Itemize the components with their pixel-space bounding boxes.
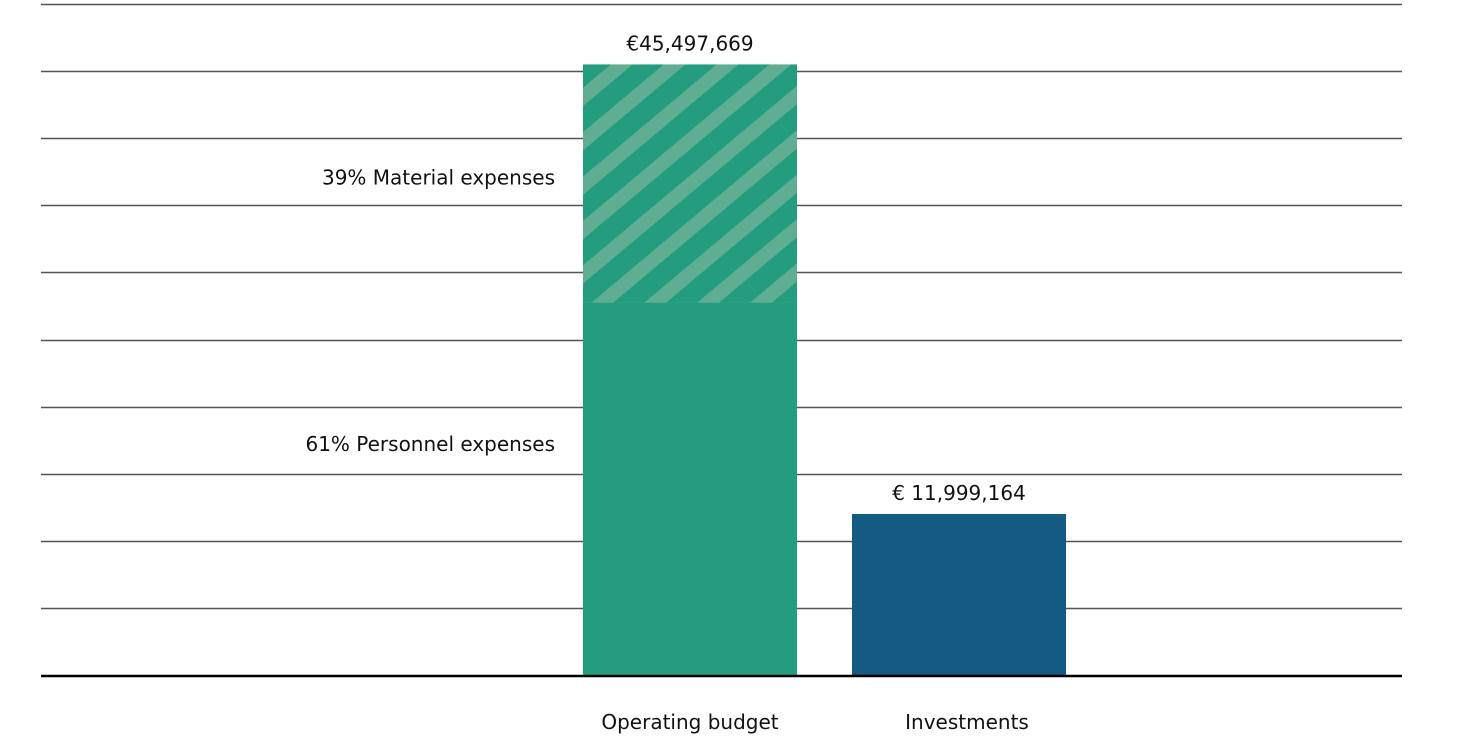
x-tick-label-operating-budget: Operating budget bbox=[601, 710, 778, 734]
bars bbox=[583, 64, 1066, 675]
data-label-operating-budget: €45,497,669 bbox=[626, 31, 753, 55]
bar-segment-material-expenses bbox=[583, 64, 797, 303]
bar-investments bbox=[852, 513, 1066, 675]
labels: €45,497,669 € 11,999,164 39% Material ex… bbox=[305, 31, 1028, 734]
annotation-personnel-expenses: 61% Personnel expenses bbox=[305, 432, 555, 456]
x-tick-label-investments: Investments bbox=[905, 710, 1029, 734]
annotation-material-expenses: 39% Material expenses bbox=[322, 165, 555, 189]
data-label-investments: € 11,999,164 bbox=[892, 481, 1026, 505]
bar-segment-personnel-expenses bbox=[583, 302, 797, 675]
